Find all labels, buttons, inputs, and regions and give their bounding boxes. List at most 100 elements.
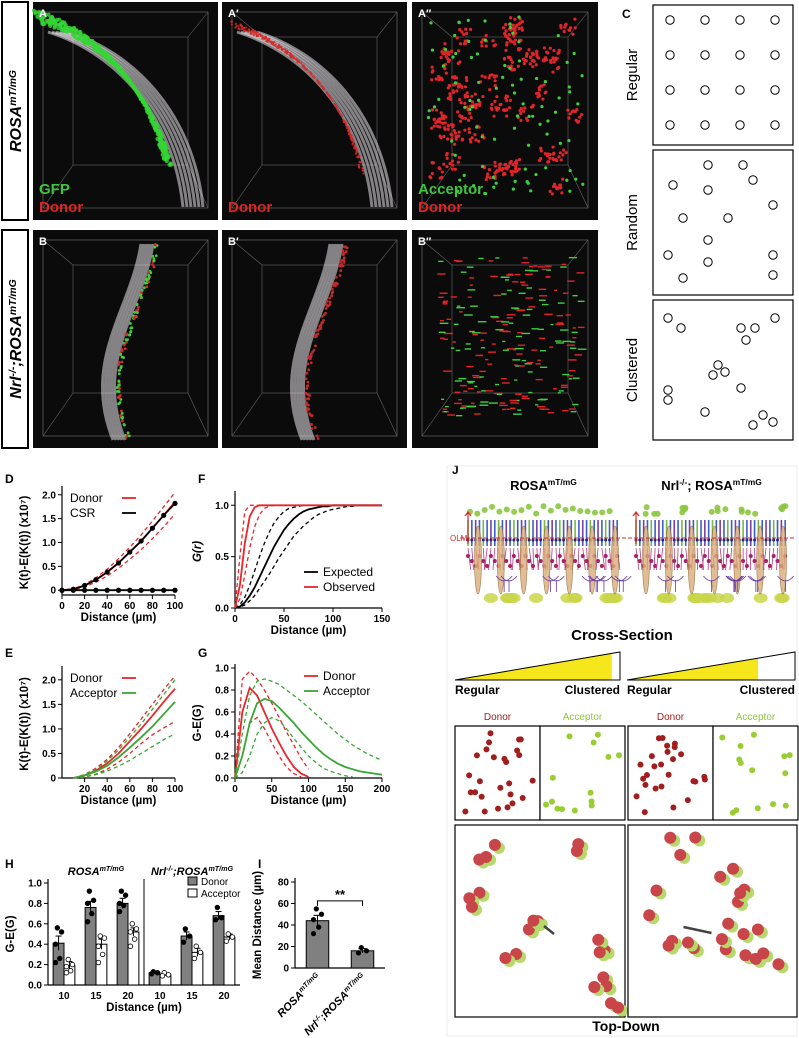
acceptor-signal: [540, 105, 544, 109]
donor-signal: [531, 58, 535, 62]
donor-cell: [665, 771, 672, 778]
series-line: [234, 716, 302, 779]
donor-signal: [534, 49, 539, 53]
gfp-signal: [165, 154, 170, 159]
acceptor-signal: [477, 80, 481, 85]
donor-signal: [559, 158, 563, 162]
pattern-point: [770, 50, 780, 60]
gfp-signal: [69, 28, 74, 33]
donor-signal: [448, 161, 452, 166]
axon: [601, 547, 606, 571]
acceptor-signal: [565, 60, 569, 64]
nucleus: [504, 538, 508, 542]
acceptor-signal: [437, 97, 441, 102]
donor-signal: [548, 46, 552, 50]
donor-signal: [457, 155, 461, 160]
donor-signal: [351, 142, 355, 145]
cell-body: [584, 559, 589, 563]
axon: [492, 547, 496, 571]
nucleus: [676, 538, 680, 542]
donor-signal: [455, 36, 459, 40]
donor-signal: [520, 26, 524, 30]
series-line: [234, 504, 382, 609]
top-down-box: [539, 725, 626, 821]
donor-signal: [462, 32, 466, 37]
donor-signal: [487, 168, 492, 172]
donor-signal: [517, 47, 521, 51]
donor-signal: [439, 55, 443, 60]
donor-cell: [606, 508, 613, 515]
x-tick-label: 80: [147, 784, 159, 795]
nucleus: [730, 538, 734, 542]
interneuron: [657, 575, 674, 592]
donor-cell: [516, 752, 523, 759]
acceptor-signal: [512, 91, 517, 95]
donor-signal: [493, 99, 497, 104]
acceptor-signal: [572, 51, 576, 56]
donor-signal: [358, 161, 362, 164]
axon: [707, 547, 710, 571]
signal: [339, 259, 343, 263]
signal: [306, 408, 309, 412]
panel-label: B″: [418, 236, 432, 248]
donor-signal: [242, 27, 245, 30]
donor-signal: [459, 101, 463, 105]
donor-signal: [464, 31, 469, 36]
donor-cell: [487, 730, 494, 737]
signal: [310, 427, 314, 430]
donor-cell: [489, 503, 496, 510]
membrane: [107, 243, 149, 441]
donor-cell: [641, 809, 648, 816]
cell-body: [748, 554, 753, 558]
donor-signal: [452, 129, 456, 133]
donor-signal: [442, 162, 446, 166]
y-tick-label: 40: [278, 921, 290, 932]
donor-signal: [551, 157, 555, 161]
donor-signal: [448, 92, 452, 96]
donor-cell: [669, 756, 676, 763]
signal: [117, 363, 121, 367]
panel-label: B′: [228, 236, 239, 248]
nucleus: [550, 538, 554, 542]
image-legend: Donor: [39, 199, 83, 216]
x-tick-label: 100: [325, 614, 342, 625]
donor-signal: [558, 183, 562, 187]
nucleus: [726, 538, 730, 542]
donor-signal: [542, 83, 546, 87]
pattern-point: [663, 250, 673, 260]
donor-signal: [437, 166, 441, 170]
donor-signal: [531, 65, 535, 69]
donor-cell: [499, 951, 512, 964]
signal: [117, 361, 121, 364]
gfp-signal: [156, 129, 161, 134]
donor-signal: [237, 24, 240, 27]
cell-body: [534, 554, 539, 558]
donor-signal: [272, 44, 276, 47]
axon: [536, 547, 539, 571]
interneuron: [725, 575, 743, 592]
pattern-point: [738, 160, 748, 170]
bounding-edge: [421, 392, 453, 437]
pattern-point: [748, 420, 758, 430]
data-point: [229, 934, 236, 940]
donor-signal: [307, 70, 310, 74]
data-point: [116, 900, 123, 907]
donor-signal: [493, 79, 497, 83]
series-marker: [172, 500, 178, 506]
y-tick-label: 1.5: [42, 700, 56, 711]
acceptor-signal: [576, 102, 580, 106]
nucleus: [489, 538, 493, 542]
row-label-part: mT/mG: [8, 279, 19, 315]
gradient-left: Regular: [627, 683, 672, 697]
signal: [309, 352, 313, 356]
donor-signal: [294, 57, 297, 61]
acceptor-signal: [545, 132, 549, 136]
donor-signal: [505, 41, 509, 45]
x-axis-label: Distance (µm): [81, 795, 157, 807]
pattern-point: [770, 313, 780, 323]
row-label-box: [1, 1, 29, 221]
gfp-signal: [62, 20, 67, 25]
donor-signal: [343, 120, 346, 123]
gfp-signal: [117, 68, 122, 73]
axon: [595, 547, 599, 571]
